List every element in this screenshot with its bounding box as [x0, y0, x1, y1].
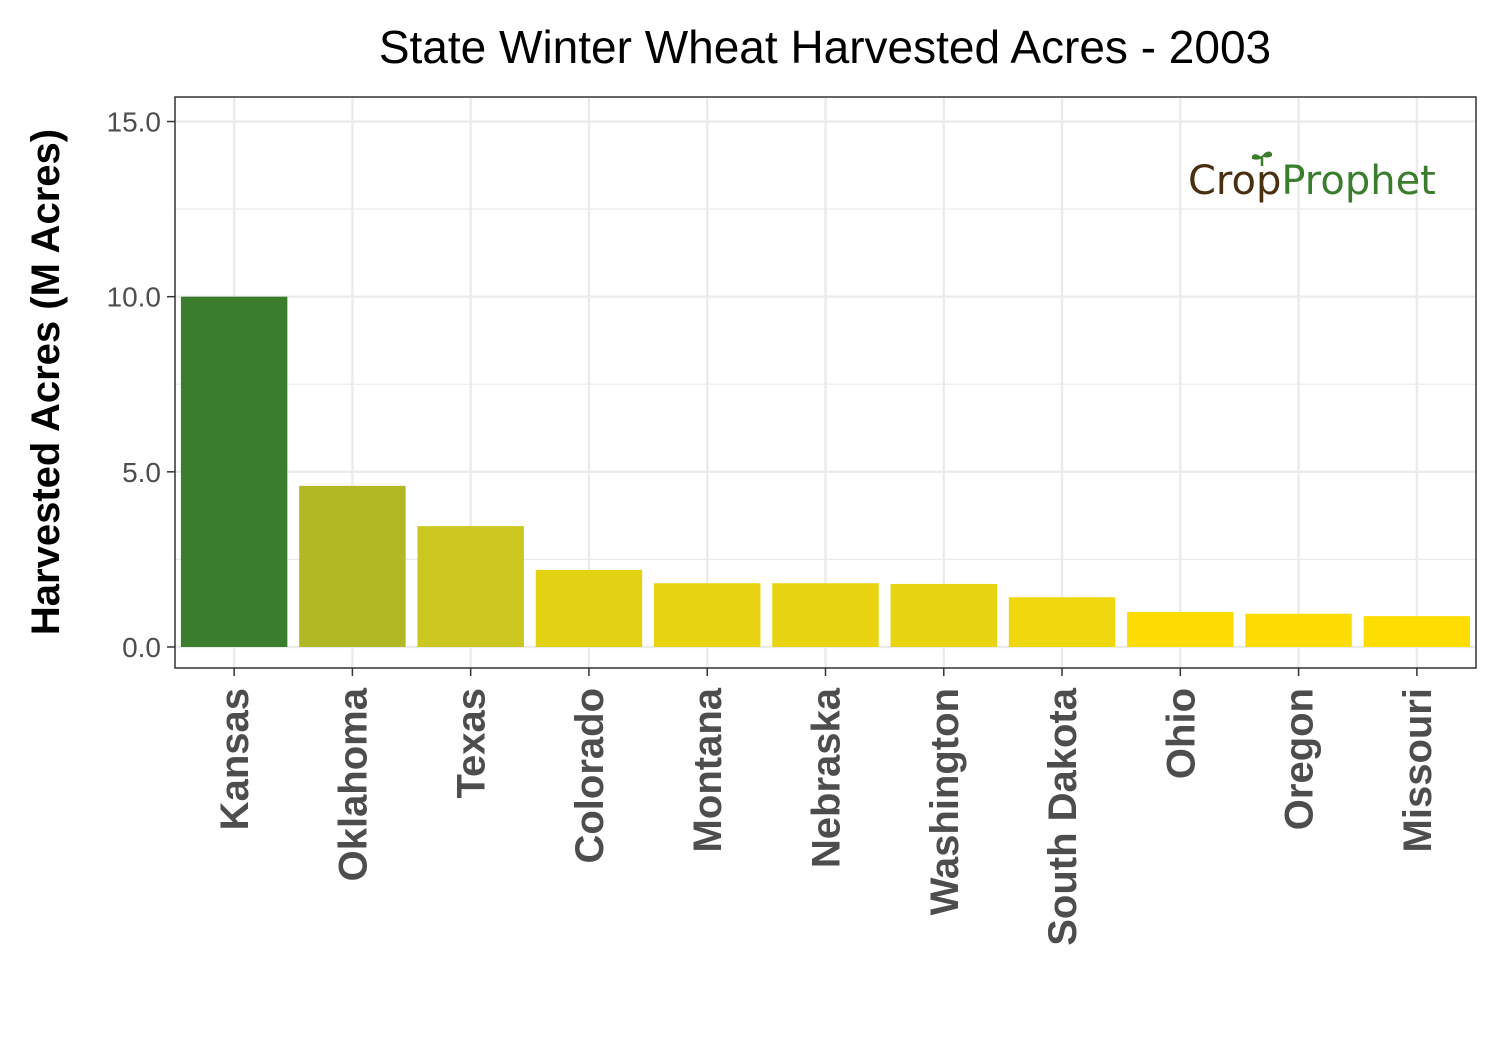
x-tick-label-south-dakota: South Dakota — [1041, 687, 1085, 946]
x-tick-label-nebraska: Nebraska — [805, 687, 849, 868]
x-tick-label-montana: Montana — [686, 687, 730, 852]
x-tick-label-colorado: Colorado — [568, 688, 612, 864]
y-tick-label: 5.0 — [122, 457, 161, 488]
bar-oklahoma — [299, 485, 406, 647]
logo-text-crop: Cr — [1188, 158, 1233, 204]
bar-washington — [890, 583, 997, 647]
y-axis-title: Harvested Acres (M Acres) — [24, 129, 68, 635]
x-tick-label-oregon: Oregon — [1278, 688, 1322, 830]
x-axis: Kansas Oklahoma Texas Colorado Montana Nebras… — [213, 668, 1440, 946]
x-tick-label-ohio: Ohio — [1159, 688, 1203, 779]
logo-text-p: p — [1256, 158, 1281, 204]
bar-oregon — [1245, 613, 1352, 647]
x-tick-label-washington: Washington — [923, 688, 967, 915]
logo-text-o: o — [1232, 158, 1256, 204]
bar-south-dakota — [1008, 597, 1116, 647]
x-tick-label-missouri: Missouri — [1396, 688, 1440, 852]
x-tick-label-texas: Texas — [450, 688, 494, 798]
bar-texas — [417, 526, 524, 647]
bars — [180, 296, 1471, 647]
chart-title: State Winter Wheat Harvested Acres - 200… — [379, 21, 1271, 73]
y-axis: 0.0 5.0 10.0 15.0 — [107, 107, 175, 663]
y-tick-label: 0.0 — [122, 632, 161, 663]
sprout-icon — [1251, 151, 1273, 166]
grid-lines — [175, 97, 1476, 668]
bar-nebraska — [772, 583, 879, 647]
svg-text:CropProphet: CropProphet — [1188, 158, 1436, 204]
bar-colorado — [535, 569, 643, 647]
bar-montana — [654, 583, 761, 647]
bar-kansas — [180, 296, 288, 647]
bar-missouri — [1363, 616, 1471, 647]
x-tick-label-oklahoma: Oklahoma — [331, 687, 375, 881]
bar-ohio — [1127, 611, 1234, 647]
y-tick-label: 15.0 — [107, 107, 162, 138]
y-tick-label: 10.0 — [107, 282, 162, 313]
x-tick-label-kansas: Kansas — [213, 688, 257, 830]
logo-text-prophet: Prophet — [1281, 158, 1436, 204]
cropprophet-logo: CropProphet — [1188, 151, 1436, 204]
